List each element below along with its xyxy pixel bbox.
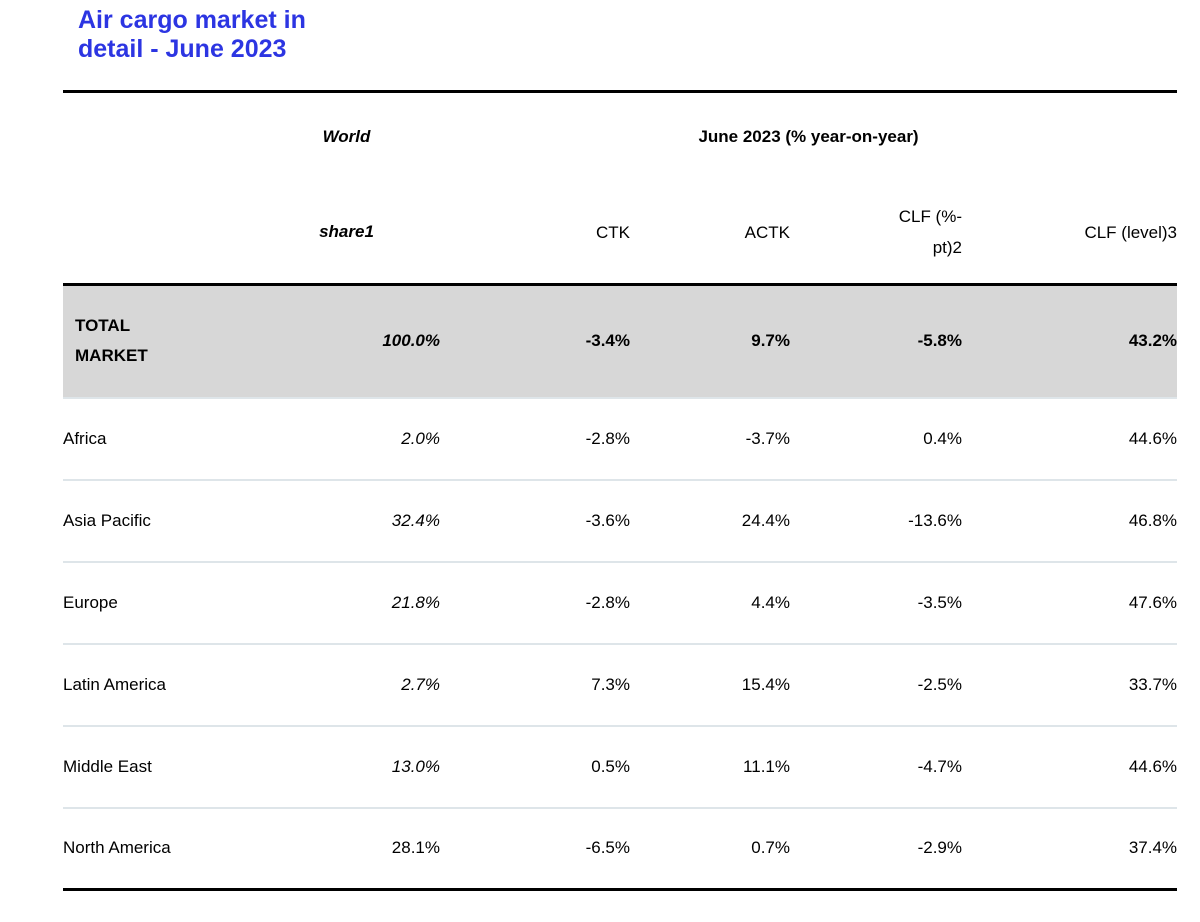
region-cell: Europe [63,592,118,612]
actk-cell: 0.7% [751,838,790,858]
table-row-africa: Africa 2.0% -2.8% -3.7% 0.4% 44.6% [63,397,1178,480]
clf-pt-cell: -2.5% [917,674,962,694]
clf-level-cell: 37.4% [1128,838,1178,858]
table-row-asia-pacific: Asia Pacific 32.4% -3.6% 24.4% -13.6% 46… [63,479,1178,562]
share-cell: 13.0% [391,756,440,776]
table-row-europe: Europe 21.8% -2.8% 4.4% -3.5% 47.6% [63,561,1178,644]
col-header-clf-pt-text: CLF (%-pt)2 [898,207,962,258]
header-row-groups: World June 2023 (% year-on-year) [63,92,1177,182]
share-column-header: share1 [319,222,374,242]
actk-cell: 4.4% [751,592,790,612]
actk-cell: 24.4% [741,510,790,530]
region-cell: Latin America [63,674,166,694]
table-header: World June 2023 (% year-on-year) share1 … [63,92,1177,285]
clf-pt-cell: -4.7% [917,756,962,776]
ctk-cell: 0.5% [591,756,630,776]
clf-pt-cell: -5.8% [917,331,962,351]
share-cell: 2.7% [401,674,440,694]
corner-cell [63,182,253,285]
ctk-cell: -3.6% [585,510,630,530]
share-cell: 100.0% [382,331,440,351]
clf-level-cell: 46.8% [1128,510,1178,530]
corner-cell [63,92,253,182]
page-title: Air cargo market in detail - June 2023 [78,6,306,63]
ctk-cell: -2.8% [585,428,630,448]
ctk-cell: -3.4% [585,331,630,351]
actk-cell: 11.1% [743,756,790,776]
clf-pt-cell: -2.9% [917,838,962,858]
region-cell: North America [63,838,171,858]
share-cell: 21.8% [391,592,440,612]
col-header-clf-pt: CLF (%-pt)2 [790,182,962,285]
clf-pt-cell: 0.4% [923,428,962,448]
table-row-latin-america: Latin America 2.7% 7.3% 15.4% -2.5% 33.7… [63,643,1178,726]
actk-cell: 9.7% [751,331,790,351]
clf-pt-cell: -13.6% [908,510,962,530]
share-cell: 32.4% [391,510,440,530]
region-cell: TOTAL MARKET [63,285,253,398]
col-header-ctk: CTK [596,222,630,242]
total-market-row: TOTAL MARKET 100.0% -3.4% 9.7% -5.8% 43.… [63,284,1178,398]
region-cell: Middle East [63,756,152,776]
ctk-cell: -6.5% [585,838,630,858]
clf-level-cell: 44.6% [1128,756,1178,776]
actk-cell: 15.4% [741,674,790,694]
clf-level-cell: 43.2% [1128,331,1178,351]
clf-level-cell: 44.6% [1128,428,1178,448]
clf-level-cell: 33.7% [1128,674,1178,694]
share-cell: 28.1% [391,838,440,858]
region-cell: Asia Pacific [63,510,151,530]
col-header-clf-level: CLF (level)3 [1084,222,1178,242]
clf-level-cell: 47.6% [1128,592,1178,612]
table-row-middle-east: Middle East 13.0% 0.5% 11.1% -4.7% 44.6% [63,725,1178,808]
actk-cell: -3.7% [745,428,790,448]
ctk-cell: 7.3% [591,674,630,694]
table-body: TOTAL MARKET 100.0% -3.4% 9.7% -5.8% 43.… [63,284,1178,890]
clf-pt-cell: -3.5% [917,592,962,612]
world-column-header: World [322,127,371,147]
region-cell: Africa [63,428,107,448]
share-cell: 2.0% [401,428,440,448]
total-market-label: TOTAL MARKET [75,316,148,366]
june-2023-group-header: June 2023 (% year-on-year) [698,127,919,147]
header-row-columns: share1 CTK ACTK CLF (%-pt)2 CLF (level)3 [63,182,1177,285]
table-row-north-america: North America 28.1% -6.5% 0.7% -2.9% 37.… [63,807,1178,890]
air-cargo-market-table: World June 2023 (% year-on-year) share1 … [63,90,1178,891]
col-header-actk: ACTK [744,222,790,242]
ctk-cell: -2.8% [585,592,630,612]
